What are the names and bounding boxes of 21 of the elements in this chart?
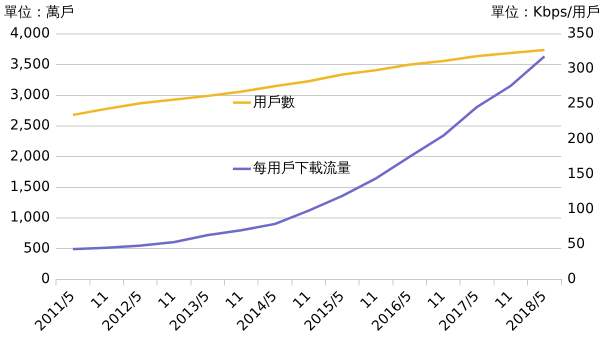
y2-tick-label: 150 bbox=[567, 166, 594, 182]
y-tick-label: 1,000 bbox=[10, 210, 50, 226]
y2-tick-label: 0 bbox=[567, 270, 576, 287]
y-tick-label: 1,500 bbox=[10, 178, 50, 195]
y-tick-label: 500 bbox=[23, 240, 50, 256]
y-tick-label: 3,000 bbox=[10, 86, 50, 103]
y2-tick-label: 50 bbox=[567, 236, 586, 252]
y2-tick-label: 200 bbox=[567, 130, 594, 147]
y2-tick-label: 300 bbox=[567, 60, 594, 77]
y-tick-label: 0 bbox=[41, 270, 50, 287]
y-tick-label: 4,000 bbox=[10, 26, 50, 42]
y2-axis-title: 單位：Kbps/用戶 bbox=[491, 4, 600, 21]
y-tick-label: 3,500 bbox=[10, 56, 50, 72]
legend-label: 每用戶下載流量 bbox=[252, 160, 351, 177]
y-axis-title: 單位：萬戶 bbox=[4, 4, 74, 21]
y2-tick-label: 100 bbox=[567, 200, 594, 217]
y-tick-label: 2,000 bbox=[10, 148, 50, 164]
legend-label: 用戶數 bbox=[252, 94, 295, 110]
y-tick-label: 2,500 bbox=[10, 118, 50, 134]
y2-tick-label: 250 bbox=[567, 96, 594, 112]
y2-tick-label: 350 bbox=[567, 26, 594, 42]
